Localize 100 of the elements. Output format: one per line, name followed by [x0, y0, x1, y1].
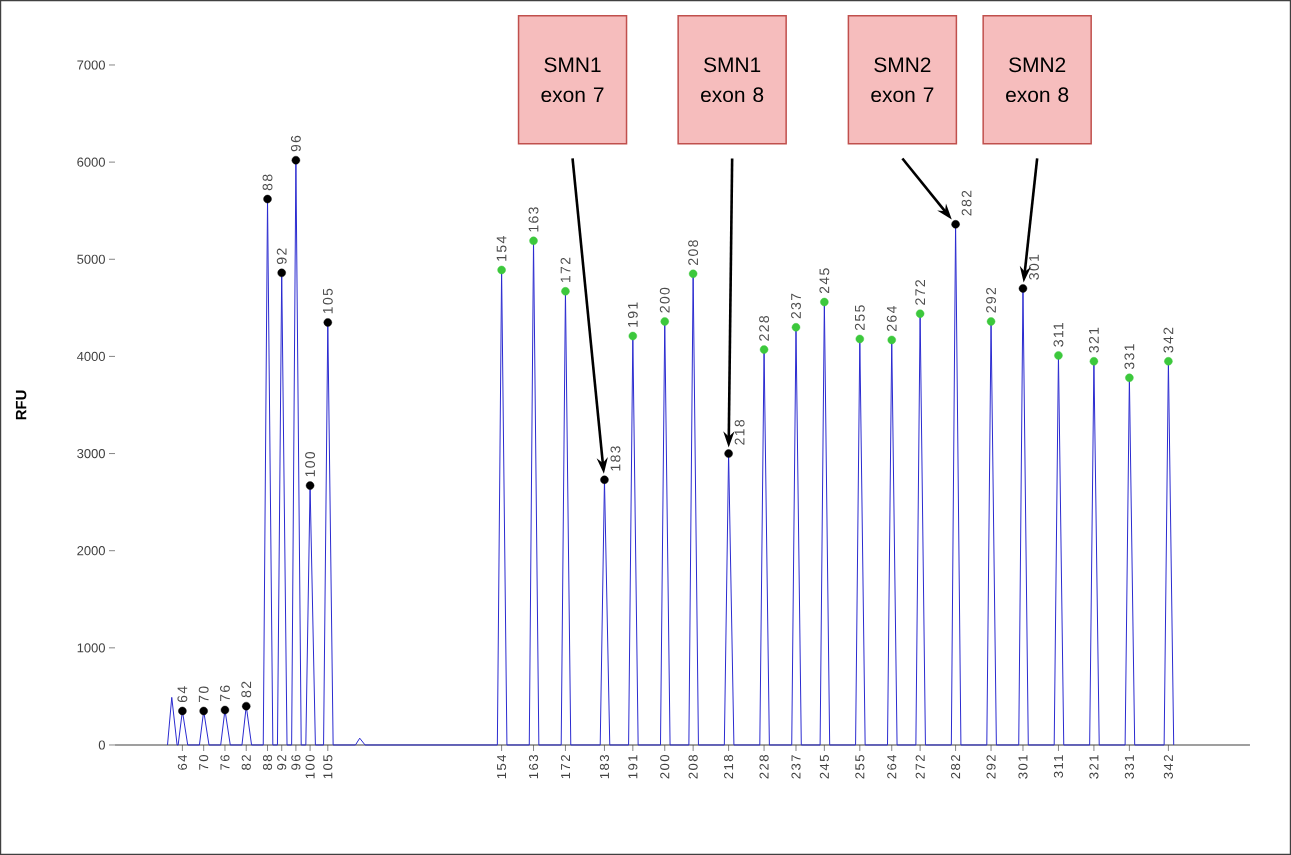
point [529, 236, 538, 246]
y-tick-label: 3000 [77, 448, 105, 459]
point [951, 220, 960, 229]
y-tick-label: 0 [98, 740, 105, 750]
x-tick-label: 100 [305, 755, 315, 779]
x-tick-label: 76 [220, 755, 230, 770]
x-tick-label: 342 [1163, 755, 1173, 779]
annotation: SMN2 exon 7 [871, 57, 934, 103]
annotation: 172 [560, 257, 571, 283]
annotation: 105 [322, 288, 333, 314]
point [915, 309, 925, 318]
point [263, 194, 272, 204]
x-tick-label: 70 [199, 755, 209, 770]
x-tick-label: 82 [241, 755, 251, 770]
y-tick-label: 6000 [77, 157, 105, 167]
x-tick-label: 191 [628, 755, 638, 779]
annotation: 342 [1163, 327, 1174, 353]
point [855, 334, 865, 344]
annotation: 237 [791, 293, 801, 319]
annotation: 64 [177, 686, 188, 703]
point [660, 317, 669, 326]
annotation: 76 [220, 685, 230, 702]
point [291, 155, 301, 165]
point [305, 481, 315, 490]
point [178, 706, 187, 716]
x-tick-label: 237 [791, 755, 801, 779]
x-tick-label: 301 [1018, 755, 1028, 779]
x-tick-label: 92 [277, 755, 287, 770]
annotation: 245 [819, 268, 830, 294]
y-tick-label: 1000 [77, 643, 105, 653]
annotation: 163 [528, 207, 539, 232]
point [561, 287, 570, 296]
x-tick-label: 321 [1089, 755, 1099, 779]
annotation: 208 [688, 240, 699, 265]
annotation: 228 [759, 315, 770, 341]
x-tick-label: 264 [887, 754, 897, 779]
x-tick-label: 282 [951, 755, 961, 779]
annotation: 183 [610, 446, 621, 471]
x-tick-label: 245 [819, 755, 829, 779]
annotation: 321 [1088, 327, 1099, 353]
point [1164, 357, 1173, 366]
y-tick-label: 4000 [76, 351, 105, 361]
annotation: 282 [961, 190, 972, 216]
point [986, 317, 996, 326]
point [1018, 284, 1028, 293]
point [600, 475, 609, 484]
point [791, 323, 801, 332]
x-tick-label: 105 [323, 755, 333, 779]
x-tick-label: 311 [1053, 755, 1064, 778]
annotation: 100 [305, 451, 316, 477]
annotation: 331 [1124, 344, 1135, 370]
point [1054, 351, 1063, 360]
annotation: 200 [659, 287, 670, 313]
x-tick-label: 96 [291, 755, 301, 770]
annotation: 292 [986, 287, 996, 313]
x-tick-label: 331 [1124, 755, 1134, 779]
annotation: 272 [915, 280, 925, 305]
x-tick-label: 292 [986, 755, 996, 779]
y-axis-title: RFU [15, 390, 27, 420]
point [887, 335, 896, 345]
x-tick-label: 154 [497, 754, 507, 779]
point [220, 705, 230, 715]
y-tick-label: 7000 [77, 60, 105, 70]
x-tick-label: 64 [177, 754, 187, 770]
x-tick-label: 172 [560, 755, 570, 779]
x-tick-label: 183 [599, 755, 610, 779]
point [1089, 357, 1099, 366]
point [1125, 373, 1134, 382]
x-tick-label: 88 [262, 755, 273, 770]
y-tick-label: 5000 [77, 254, 105, 264]
point [497, 265, 506, 275]
x-tick-label: 208 [688, 755, 698, 779]
point [199, 706, 208, 716]
annotation: 154 [496, 236, 507, 261]
point [242, 701, 251, 711]
x-tick-label: 255 [855, 755, 865, 779]
x-tick-label: 228 [759, 755, 769, 779]
annotation: 218 [734, 419, 745, 445]
annotation: SMN1 exon 8 [701, 57, 764, 103]
point [759, 345, 769, 354]
point [820, 297, 829, 307]
y-tick-label: 2000 [77, 546, 105, 556]
x-tick-label: 200 [660, 755, 670, 779]
annotation: SMN1 exon 7 [541, 57, 604, 103]
annotation: 255 [854, 305, 865, 331]
annotation: 311 [1053, 322, 1064, 347]
annotation: 82 [241, 681, 252, 698]
annotation: 264 [886, 306, 897, 331]
annotation: 191 [627, 302, 638, 327]
annotation: 301 [1029, 254, 1039, 280]
annotation: 92 [276, 248, 287, 265]
point [688, 269, 698, 279]
annotation: 70 [198, 686, 209, 703]
annotation: 88 [262, 174, 273, 191]
x-tick-label: 218 [724, 755, 734, 779]
point [323, 318, 333, 327]
x-tick-label: 163 [528, 755, 539, 779]
annotation: SMN2 exon 8 [1006, 57, 1069, 103]
point [277, 268, 286, 278]
point [628, 331, 638, 341]
